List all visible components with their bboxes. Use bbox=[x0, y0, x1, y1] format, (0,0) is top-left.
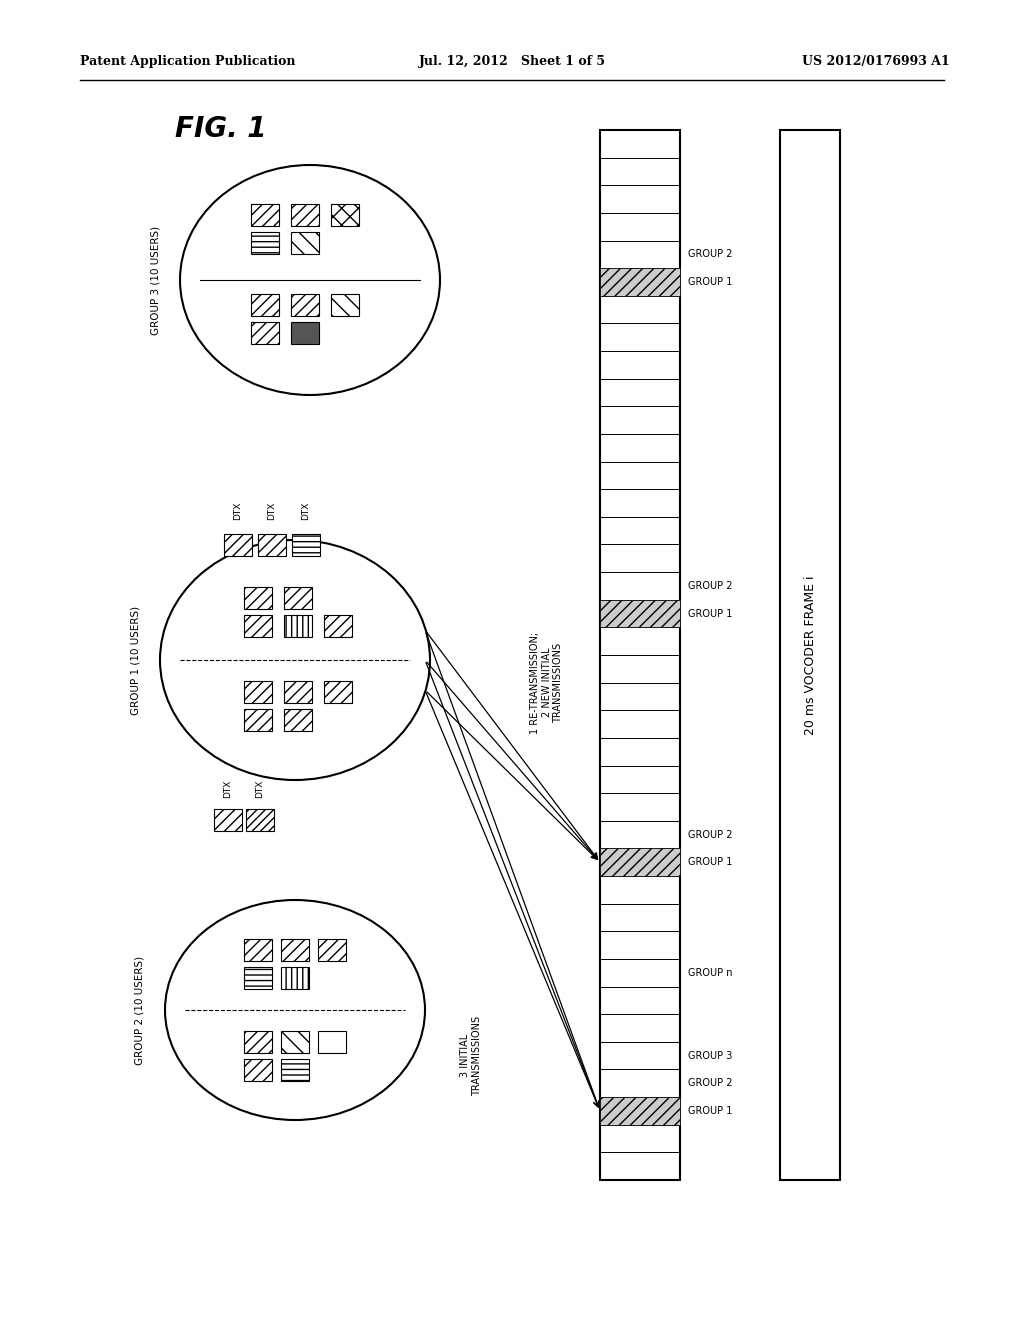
Text: GROUP 3: GROUP 3 bbox=[688, 1051, 732, 1061]
Bar bbox=[244, 681, 272, 704]
Bar bbox=[224, 535, 252, 556]
Bar bbox=[600, 1097, 680, 1125]
Bar bbox=[244, 939, 272, 961]
Text: DTX: DTX bbox=[267, 502, 276, 520]
Bar bbox=[214, 809, 242, 832]
Bar bbox=[281, 1059, 309, 1081]
Bar bbox=[251, 232, 279, 253]
Text: GROUP 2: GROUP 2 bbox=[688, 249, 732, 259]
Bar bbox=[600, 599, 680, 627]
Bar bbox=[291, 322, 319, 345]
Bar bbox=[331, 294, 359, 315]
Bar bbox=[291, 205, 319, 226]
Text: GROUP 2: GROUP 2 bbox=[688, 581, 732, 591]
Text: GROUP n: GROUP n bbox=[688, 968, 732, 978]
Bar bbox=[600, 849, 680, 876]
Text: GROUP 1: GROUP 1 bbox=[688, 609, 732, 619]
Bar bbox=[324, 681, 352, 704]
Text: GROUP 2: GROUP 2 bbox=[688, 829, 732, 840]
Bar bbox=[281, 939, 309, 961]
Bar bbox=[244, 1059, 272, 1081]
Bar bbox=[244, 968, 272, 989]
Bar bbox=[251, 205, 279, 226]
Bar bbox=[251, 322, 279, 345]
Text: US 2012/0176993 A1: US 2012/0176993 A1 bbox=[802, 55, 950, 69]
Bar bbox=[281, 1031, 309, 1053]
Bar bbox=[318, 939, 346, 961]
Bar bbox=[318, 1031, 346, 1053]
Bar bbox=[244, 615, 272, 638]
Bar bbox=[244, 587, 272, 609]
Text: FIG. 1: FIG. 1 bbox=[175, 115, 266, 143]
Text: DTX: DTX bbox=[301, 502, 310, 520]
Bar bbox=[284, 681, 312, 704]
Text: GROUP 2: GROUP 2 bbox=[688, 1078, 732, 1088]
Bar bbox=[246, 809, 274, 832]
Text: GROUP 1: GROUP 1 bbox=[688, 1106, 732, 1115]
Bar bbox=[244, 1031, 272, 1053]
Text: GROUP 3 (10 USERS): GROUP 3 (10 USERS) bbox=[150, 226, 160, 334]
Text: DTX: DTX bbox=[256, 780, 264, 799]
Bar bbox=[251, 294, 279, 315]
Bar bbox=[284, 615, 312, 638]
Bar bbox=[291, 294, 319, 315]
Text: GROUP 2 (10 USERS): GROUP 2 (10 USERS) bbox=[135, 956, 145, 1064]
Text: GROUP 1: GROUP 1 bbox=[688, 857, 732, 867]
Bar bbox=[600, 129, 680, 1180]
Text: DTX: DTX bbox=[233, 502, 243, 520]
Text: 3 INITIAL
TRANSMISSIONS: 3 INITIAL TRANSMISSIONS bbox=[460, 1015, 481, 1096]
Text: GROUP 1 (10 USERS): GROUP 1 (10 USERS) bbox=[130, 606, 140, 714]
Text: Patent Application Publication: Patent Application Publication bbox=[80, 55, 296, 69]
Bar bbox=[284, 709, 312, 731]
Text: 1 RE-TRANSMISSION;
2 NEW INITIAL
TRANSMISSIONS: 1 RE-TRANSMISSION; 2 NEW INITIAL TRANSMI… bbox=[530, 631, 563, 734]
Text: GROUP 1: GROUP 1 bbox=[688, 277, 732, 286]
Text: DTX: DTX bbox=[223, 780, 232, 799]
Bar bbox=[291, 232, 319, 253]
Bar bbox=[284, 587, 312, 609]
Bar bbox=[324, 615, 352, 638]
Bar bbox=[780, 129, 840, 1180]
Bar bbox=[600, 268, 680, 296]
Bar bbox=[244, 709, 272, 731]
Text: 20 ms VOCODER FRAME i: 20 ms VOCODER FRAME i bbox=[804, 576, 816, 735]
Bar bbox=[331, 205, 359, 226]
Bar bbox=[258, 535, 286, 556]
Text: Jul. 12, 2012   Sheet 1 of 5: Jul. 12, 2012 Sheet 1 of 5 bbox=[419, 55, 605, 69]
Bar bbox=[292, 535, 319, 556]
Bar bbox=[281, 968, 309, 989]
